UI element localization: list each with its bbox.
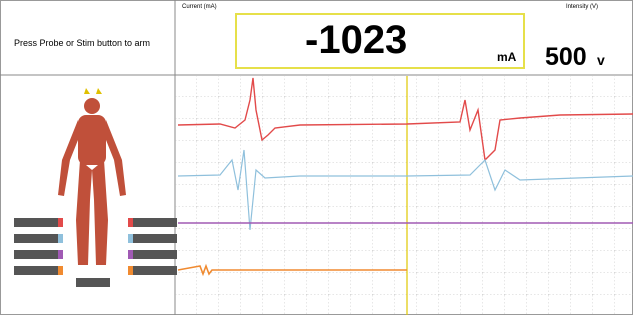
trace-grid [175, 76, 633, 315]
intensity-unit: v [597, 52, 605, 68]
instruction: Press Probe or Stim button to arm [14, 38, 150, 48]
current-unit: mA [497, 50, 516, 64]
current-value: -1023 [305, 18, 407, 63]
intensity-value: 500 [545, 43, 587, 72]
current-label: Current (mA) [182, 4, 217, 10]
body-figure [58, 88, 126, 265]
monitor-screen: Press Probe or Stim button to arm Curren… [0, 0, 633, 315]
intensity-label: Intensity (V) [566, 4, 598, 10]
